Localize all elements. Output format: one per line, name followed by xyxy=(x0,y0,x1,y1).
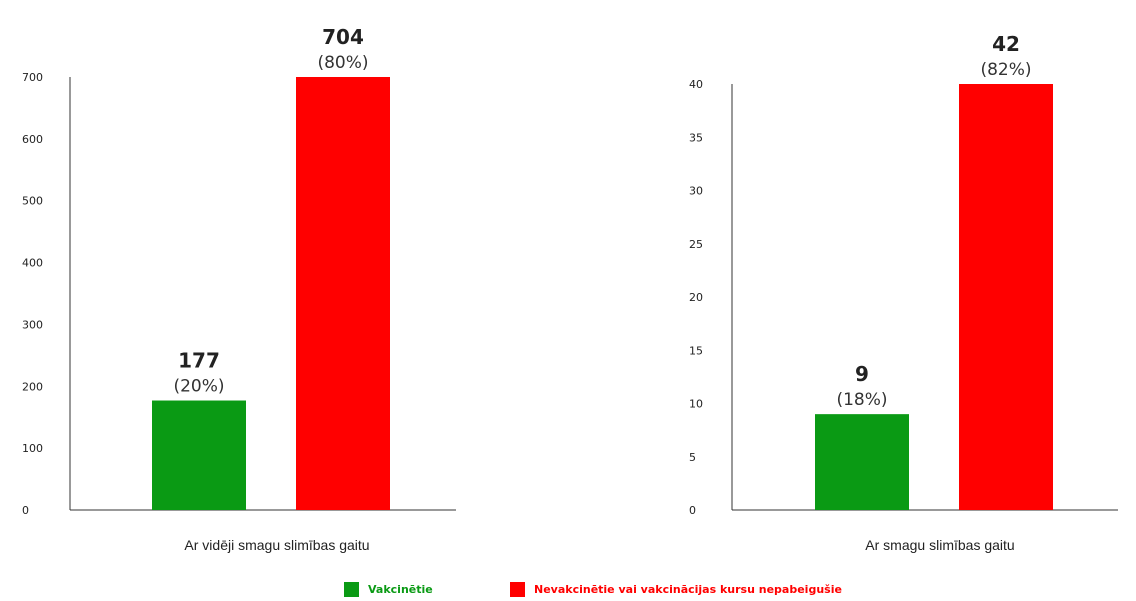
y-tick-label: 600 xyxy=(22,133,43,146)
y-tick-label: 25 xyxy=(689,238,703,251)
y-tick-label: 10 xyxy=(689,398,703,411)
data-label-value: 177 xyxy=(178,349,220,373)
y-tick-label: 700 xyxy=(22,71,43,84)
data-label-value: 9 xyxy=(855,362,869,386)
y-tick-label: 300 xyxy=(22,318,43,331)
y-tick-label: 20 xyxy=(689,291,703,304)
data-label-percent: (20%) xyxy=(173,377,224,397)
y-tick-label: 15 xyxy=(689,344,703,357)
data-label-value: 704 xyxy=(322,25,364,49)
y-tick-label: 0 xyxy=(22,504,29,517)
legend-item-vaccinated: Vakcinētie xyxy=(344,582,433,597)
y-tick-label: 35 xyxy=(689,131,703,144)
chart-area: 0100200300400500600700177(20%)704(80%)Ar… xyxy=(22,25,1118,553)
legend: Vakcinētie Nevakcinētie vai vakcinācijas… xyxy=(0,582,1136,600)
y-tick-label: 100 xyxy=(22,442,43,455)
legend-swatch-unvaccinated xyxy=(510,582,525,597)
y-tick-label: 5 xyxy=(689,451,696,464)
legend-swatch-vaccinated xyxy=(344,582,359,597)
y-tick-label: 200 xyxy=(22,380,43,393)
data-label-percent: (18%) xyxy=(836,390,887,410)
bar xyxy=(296,77,390,510)
y-tick-label: 500 xyxy=(22,195,43,208)
category-label: Ar vidēji smagu slimības gaitu xyxy=(184,537,369,553)
data-label-percent: (82%) xyxy=(980,60,1031,80)
data-label-percent: (80%) xyxy=(317,53,368,73)
data-label-value: 42 xyxy=(992,32,1020,56)
legend-label-vaccinated: Vakcinētie xyxy=(368,583,433,596)
y-tick-label: 400 xyxy=(22,257,43,270)
bar xyxy=(815,414,909,510)
bar xyxy=(959,84,1053,510)
bar xyxy=(152,400,246,510)
y-tick-label: 30 xyxy=(689,185,703,198)
legend-label-unvaccinated: Nevakcinētie vai vakcinācijas kursu nepa… xyxy=(534,583,842,596)
y-tick-label: 0 xyxy=(689,504,696,517)
legend-item-unvaccinated: Nevakcinētie vai vakcinācijas kursu nepa… xyxy=(510,582,842,597)
y-tick-label: 40 xyxy=(689,78,703,91)
category-label: Ar smagu slimības gaitu xyxy=(865,537,1014,553)
